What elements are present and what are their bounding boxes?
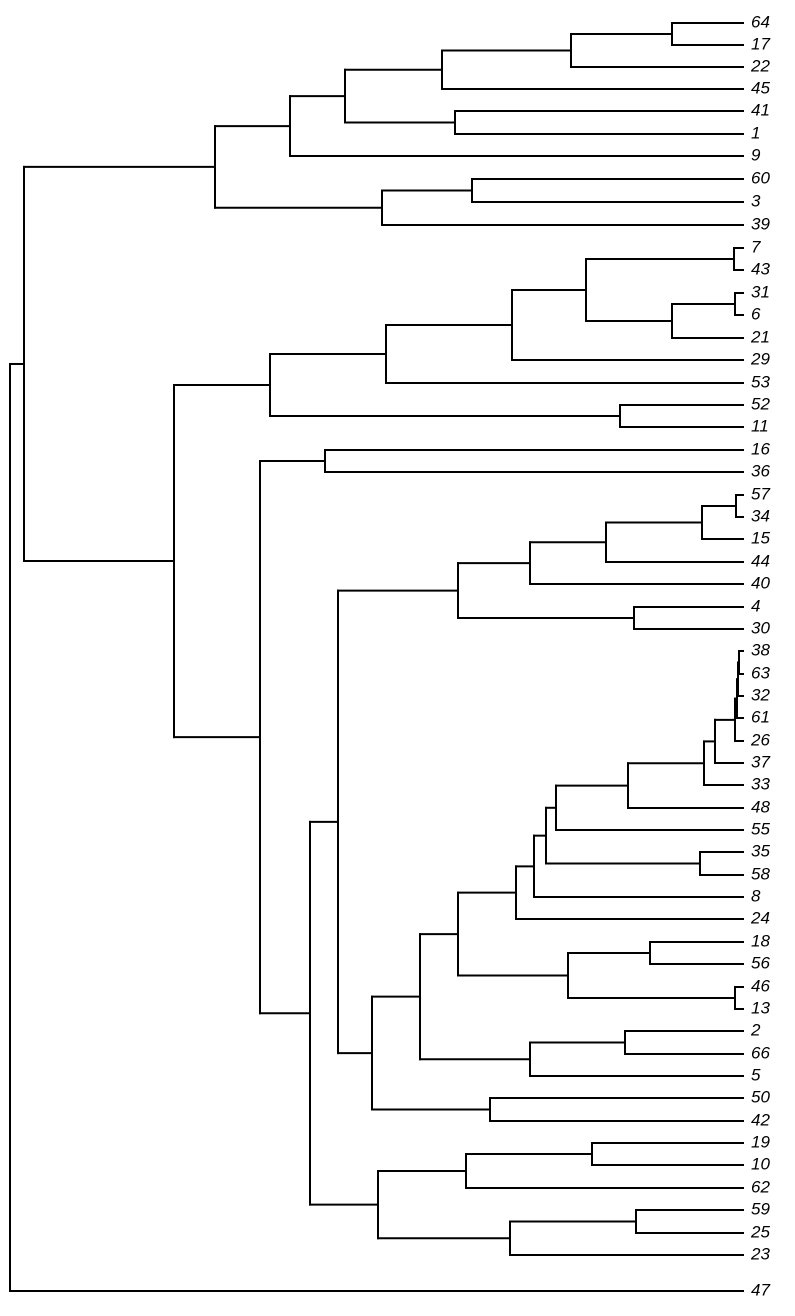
leaf-label: 11 [751,416,769,435]
leaf-label: 17 [751,34,770,53]
leaf-label: 52 [751,394,770,413]
leaf-label: 34 [751,506,770,525]
leaf-label: 58 [751,864,770,883]
leaf-label: 40 [751,573,770,592]
leaf-label: 3 [751,191,761,210]
leaf-label: 5 [751,1065,761,1084]
leaf-label: 56 [751,953,770,972]
leaf-label: 30 [751,618,770,637]
leaf-label: 6 [751,304,761,323]
leaf-label: 45 [751,78,770,97]
leaf-label: 4 [751,596,760,615]
leaf-label: 32 [751,685,770,704]
leaf-label: 21 [750,327,770,346]
leaf-label: 7 [751,237,761,256]
leaf-label: 66 [751,1043,770,1062]
leaf-label: 36 [751,461,770,480]
leaf-label: 42 [751,1110,770,1129]
leaf-label: 41 [751,100,770,119]
leaf-label: 47 [751,1280,770,1299]
dendrogram: 6417224541196033974331621295352111636573… [0,0,795,1316]
leaf-label: 13 [751,998,770,1017]
leaf-label: 64 [751,12,770,31]
leaf-label: 15 [751,528,770,547]
leaf-label: 50 [751,1087,770,1106]
leaf-label: 18 [751,931,770,950]
leaf-label: 23 [750,1244,770,1263]
leaf-label: 48 [751,797,770,816]
leaf-label: 44 [751,551,770,570]
leaf-label: 61 [751,707,770,726]
leaf-label: 9 [751,145,761,164]
leaf-label: 63 [751,663,770,682]
leaf-label: 35 [751,841,770,860]
leaf-label: 26 [750,730,770,749]
leaf-label: 43 [751,259,770,278]
leaf-label: 1 [751,123,760,142]
leaf-label: 59 [751,1199,770,1218]
leaf-label: 2 [750,1020,761,1039]
leaf-label: 53 [751,372,770,391]
leaf-label: 25 [750,1222,770,1241]
leaf-label: 39 [751,214,770,233]
leaf-label: 24 [750,908,770,927]
leaf-label: 10 [751,1154,770,1173]
leaf-label: 38 [751,640,770,659]
leaf-label: 8 [751,886,761,905]
leaf-label: 19 [751,1132,770,1151]
leaf-label: 22 [750,56,770,75]
leaf-label: 29 [750,349,770,368]
leaf-label: 16 [751,439,770,458]
leaf-label: 55 [751,819,770,838]
leaf-label: 57 [751,484,770,503]
leaf-label: 60 [751,168,770,187]
leaf-label: 31 [751,282,770,301]
leaf-label: 62 [751,1177,770,1196]
leaf-label: 46 [751,976,770,995]
leaf-label: 37 [751,752,770,771]
leaf-label: 33 [751,774,770,793]
